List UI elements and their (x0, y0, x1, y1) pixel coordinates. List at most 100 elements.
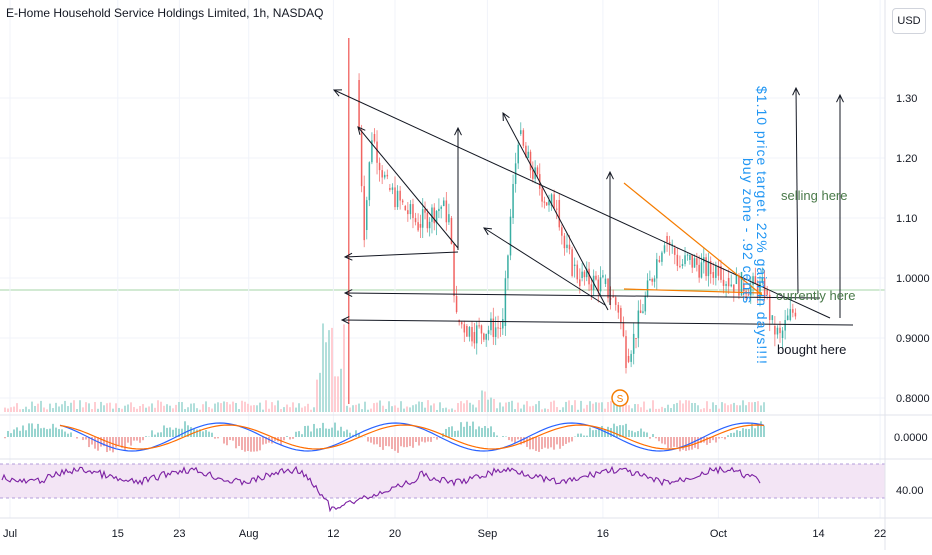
macd-hist-bar (406, 437, 408, 447)
macd-hist-bar (115, 437, 117, 448)
candle-body (698, 265, 700, 278)
volume-bar (535, 404, 537, 412)
macd-hist-bar (547, 437, 549, 449)
macd-hist-bar (154, 435, 156, 437)
candle-body (556, 209, 558, 210)
macd-hist-bar (325, 429, 327, 437)
macd-hist-bar (298, 431, 300, 437)
volume-bar (145, 408, 147, 412)
candle-body (708, 261, 710, 276)
time-tick-label: 20 (389, 528, 401, 540)
candle-body (438, 209, 440, 211)
macd-hist-bar (286, 436, 288, 437)
macd-hist-bar (238, 437, 240, 446)
time-tick-label: Sep (478, 528, 498, 540)
macd-hist-bar (322, 423, 324, 437)
macd-hist-bar (568, 437, 570, 442)
candle-body (381, 170, 383, 177)
candle-body (404, 206, 406, 210)
candle-body (402, 201, 404, 203)
macd-hist-bar (94, 437, 96, 449)
volume-bar (742, 400, 744, 412)
candle-body (417, 222, 419, 230)
volume-bar (7, 409, 9, 412)
macd-hist-bar (175, 428, 177, 437)
time-tick-label: 12 (327, 528, 339, 540)
volume-bar (373, 403, 375, 412)
volume-bar (433, 403, 435, 412)
volume-bar (547, 409, 549, 412)
candle-body (784, 320, 786, 331)
macd-hist-bar (319, 428, 321, 437)
volume-bar (199, 410, 201, 412)
candle-body (625, 336, 627, 368)
volume-bar (391, 406, 393, 412)
macd-hist-bar (331, 428, 333, 437)
volume-bar (481, 390, 483, 412)
macd-hist-bar (580, 434, 582, 437)
volume-bar (592, 404, 594, 412)
macd-hist-bar (694, 437, 696, 448)
volume-bar (379, 400, 381, 412)
macd-tick-label: 0.0000 (894, 432, 928, 444)
volume-bar (286, 405, 288, 412)
macd-hist-bar (661, 437, 663, 443)
macd-hist-bar (7, 431, 9, 437)
macd-hist-bar (415, 437, 417, 442)
macd-hist-bar (211, 433, 213, 437)
macd-hist-bar (571, 437, 573, 441)
volume-bar (4, 408, 6, 412)
macd-hist-bar (127, 437, 129, 443)
candle-body (691, 255, 693, 268)
macd-hist-bar (646, 433, 648, 437)
candles (349, 38, 796, 404)
volume-bar (136, 409, 138, 412)
volume-bar (532, 406, 534, 412)
volume-bar (712, 402, 714, 412)
macd-hist-bar (595, 430, 597, 437)
candle-body (615, 297, 617, 305)
candle-body (541, 189, 543, 202)
volume-bar (256, 405, 258, 412)
macd-hist-bar (52, 424, 54, 437)
macd-hist-bar (724, 437, 726, 439)
macd-hist-bar (343, 431, 345, 437)
macd-hist-bar (16, 427, 18, 437)
macd-hist-bar (241, 437, 243, 450)
macd-hist-bar (544, 437, 546, 448)
macd-hist-bar (535, 437, 537, 451)
volume-bar (235, 403, 237, 412)
volume-bar (460, 401, 462, 412)
candle-body (394, 187, 396, 207)
candle-body (705, 257, 707, 276)
candle-body (569, 245, 571, 250)
candle-body (701, 262, 703, 277)
volume-bar (454, 410, 456, 412)
currency-button[interactable]: USD (892, 8, 926, 34)
volume-bar (646, 410, 648, 412)
macd-hist-bar (493, 432, 495, 437)
volume-bar (148, 406, 150, 412)
volume-bar (16, 403, 18, 412)
macd-hist-bar (40, 428, 42, 437)
chart-title: E-Home Household Service Holdings Limite… (6, 6, 323, 20)
candle-body (407, 210, 409, 214)
macd-hist-bar (481, 428, 483, 437)
candle-body (422, 209, 424, 228)
candle-body (448, 214, 450, 222)
macd-hist-bar (754, 428, 756, 437)
volume-bar (271, 402, 273, 412)
macd-hist-bar (64, 432, 66, 437)
candle-body (466, 326, 468, 337)
macd-hist-bar (466, 422, 468, 437)
volume-bar (10, 407, 12, 412)
candle-body (674, 248, 676, 255)
macd-hist-bar (421, 437, 423, 442)
volume-bar (133, 407, 135, 412)
volume-bar (346, 406, 348, 412)
volume-bar (442, 408, 444, 412)
volume-bar (70, 403, 72, 412)
